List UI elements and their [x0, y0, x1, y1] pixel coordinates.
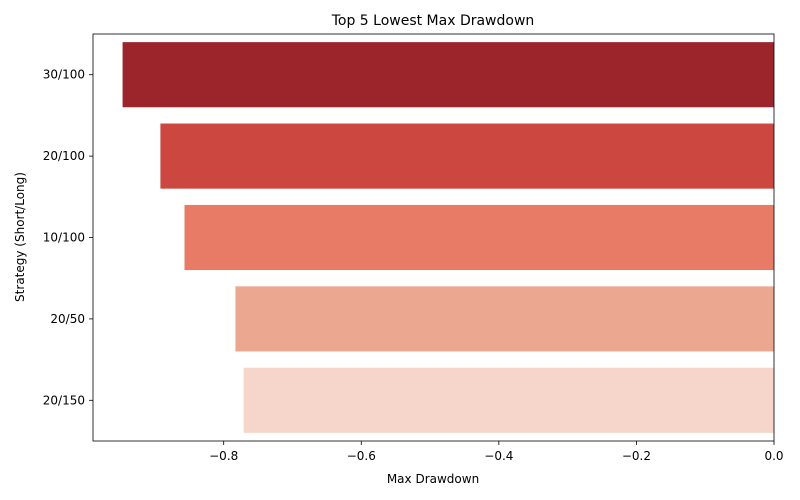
bar-10-100	[184, 204, 774, 271]
x-axis-label: Max Drawdown	[387, 472, 479, 486]
y-tick-label: 30/100	[43, 68, 85, 82]
x-tick-label: 0.0	[764, 449, 783, 463]
y-tick-label: 20/100	[43, 149, 85, 163]
x-tick-label: −0.8	[209, 449, 238, 463]
y-tick-label: 20/50	[50, 312, 85, 326]
bar-20-50	[235, 286, 774, 352]
bar-30-100	[122, 42, 774, 108]
plot-frame	[92, 33, 775, 442]
x-tick-label: −0.6	[347, 449, 376, 463]
bars-group	[122, 42, 775, 433]
y-tick-label: 10/100	[43, 231, 85, 245]
y-axis-label: Strategy (Short/Long)	[13, 172, 27, 302]
y-ticks-group: 30/100 20/100 10/100 20/50 20/150	[43, 68, 93, 407]
y-tick-label: 20/150	[43, 393, 85, 407]
bar-20-150	[243, 367, 775, 433]
bar-20-100	[160, 123, 775, 189]
x-ticks-group: −0.8 −0.6 −0.4 −0.2 0.0	[209, 441, 784, 463]
x-tick-label: −0.2	[622, 449, 651, 463]
chart-title: Top 5 Lowest Max Drawdown	[331, 13, 535, 29]
x-tick-label: −0.4	[484, 449, 513, 463]
